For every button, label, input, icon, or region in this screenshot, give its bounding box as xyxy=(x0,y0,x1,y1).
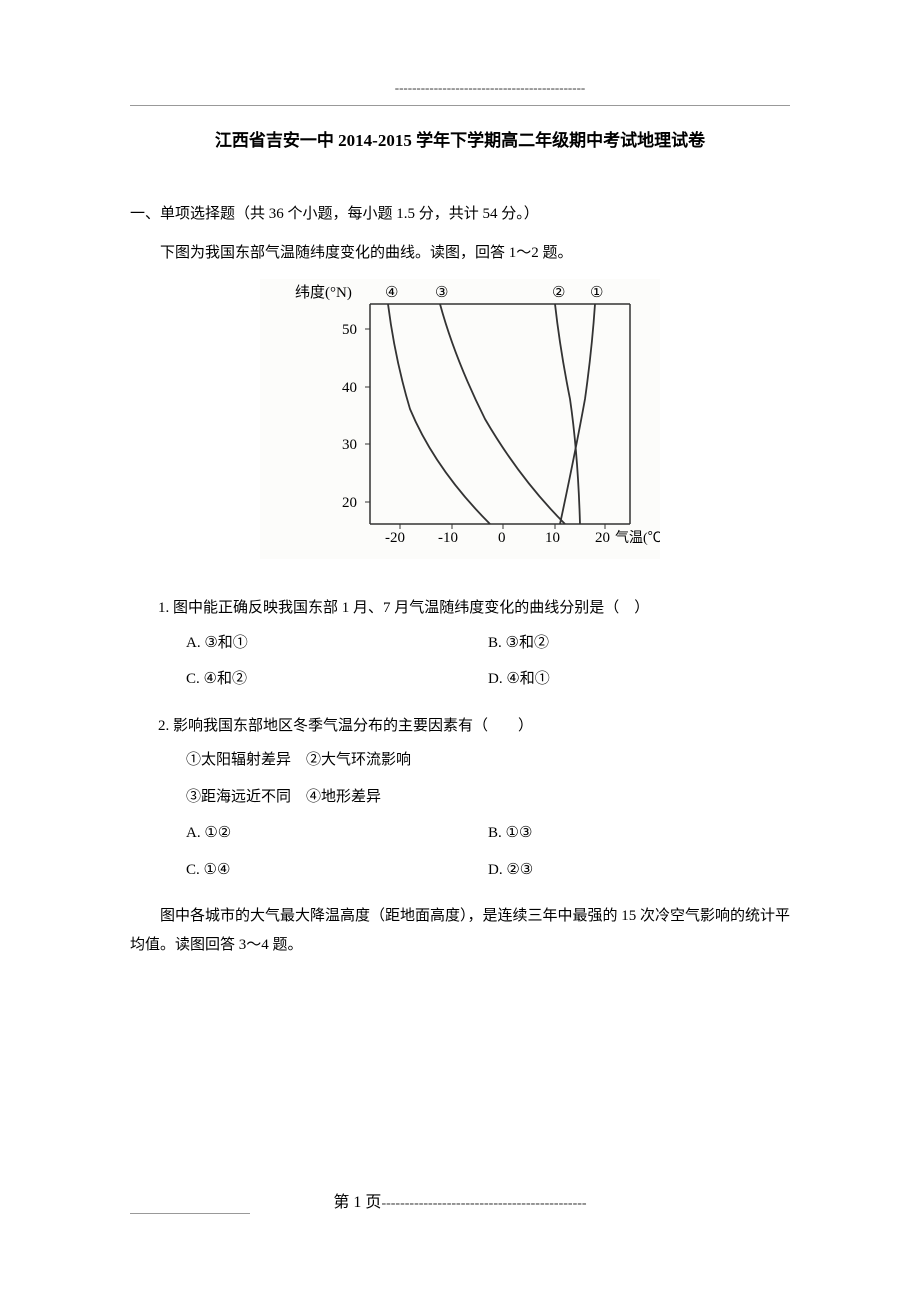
x-axis-label: 气温(℃) xyxy=(615,530,660,546)
ytick-50: 50 xyxy=(342,322,357,338)
bottom-line-container xyxy=(130,1213,770,1214)
q2-option-b: B. ①③ xyxy=(488,819,790,848)
question-2: 2. 影响我国东部地区冬季气温分布的主要因素有（ ） ①太阳辐射差异 ②大气环流… xyxy=(158,712,790,893)
q2-sub1: ①太阳辐射差异 ②大气环流影响 xyxy=(186,746,790,775)
xtick-20: 20 xyxy=(595,530,610,546)
footer-page-label: 第 1 页 xyxy=(333,1194,381,1211)
intro-text: 下图为我国东部气温随纬度变化的曲线。读图，回答 1～2 题。 xyxy=(130,240,790,267)
footer-dashes: ----------------------------------------… xyxy=(381,1196,586,1211)
temperature-latitude-chart: 纬度(°N) ④ ③ ② ① 50 40 30 xyxy=(260,279,660,559)
q1-option-b: B. ③和② xyxy=(488,629,790,658)
curve-label-4: ④ xyxy=(385,285,398,301)
xtick-10: 10 xyxy=(545,530,560,546)
xtick-0: 0 xyxy=(498,530,506,546)
xtick-n10: -10 xyxy=(438,530,458,546)
ytick-20: 20 xyxy=(342,495,357,511)
q2-option-c: C. ①④ xyxy=(186,856,488,885)
curve-label-2: ② xyxy=(552,285,565,301)
bottom-short-line xyxy=(130,1213,250,1214)
section-header: 一、单项选择题（共 36 个小题，每小题 1.5 分，共计 54 分。） xyxy=(130,201,790,228)
q2-option-a: A. ①② xyxy=(186,819,488,848)
q2-text: 2. 影响我国东部地区冬季气温分布的主要因素有（ ） xyxy=(158,712,790,741)
q1-option-d: D. ④和① xyxy=(488,665,790,694)
q1-option-c: C. ④和② xyxy=(186,665,488,694)
curve-label-1: ① xyxy=(590,285,603,301)
ytick-30: 30 xyxy=(342,437,357,453)
chart-container: 纬度(°N) ④ ③ ② ① 50 40 30 xyxy=(130,279,790,564)
question-1: 1. 图中能正确反映我国东部 1 月、7 月气温随纬度变化的曲线分别是（ ） A… xyxy=(158,594,790,702)
q2-option-d: D. ②③ xyxy=(488,856,790,885)
document-title: 江西省吉安一中 2014-2015 学年下学期高二年级期中考试地理试卷 xyxy=(130,126,790,151)
q1-text: 1. 图中能正确反映我国东部 1 月、7 月气温随纬度变化的曲线分别是（ ） xyxy=(158,594,790,623)
top-dashes: ----------------------------------------… xyxy=(190,80,790,96)
page-content: ----------------------------------------… xyxy=(0,0,920,999)
y-axis-label: 纬度(°N) xyxy=(295,284,352,301)
paragraph-2: 图中各城市的大气最大降温高度（距地面高度），是连续三年中最强的 15 次冷空气影… xyxy=(130,902,790,959)
q2-options: A. ①② B. ①③ C. ①④ D. ②③ xyxy=(186,819,790,892)
curve-label-3: ③ xyxy=(435,285,448,301)
xtick-n20: -20 xyxy=(385,530,405,546)
q2-sub2: ③距海远近不同 ④地形差异 xyxy=(186,783,790,812)
q1-option-a: A. ③和① xyxy=(186,629,488,658)
ytick-40: 40 xyxy=(342,380,357,396)
q1-options: A. ③和① B. ③和② C. ④和② D. ④和① xyxy=(186,629,790,702)
page-footer: 第 1 页-----------------------------------… xyxy=(0,1188,920,1212)
top-horizontal-rule xyxy=(130,105,790,106)
